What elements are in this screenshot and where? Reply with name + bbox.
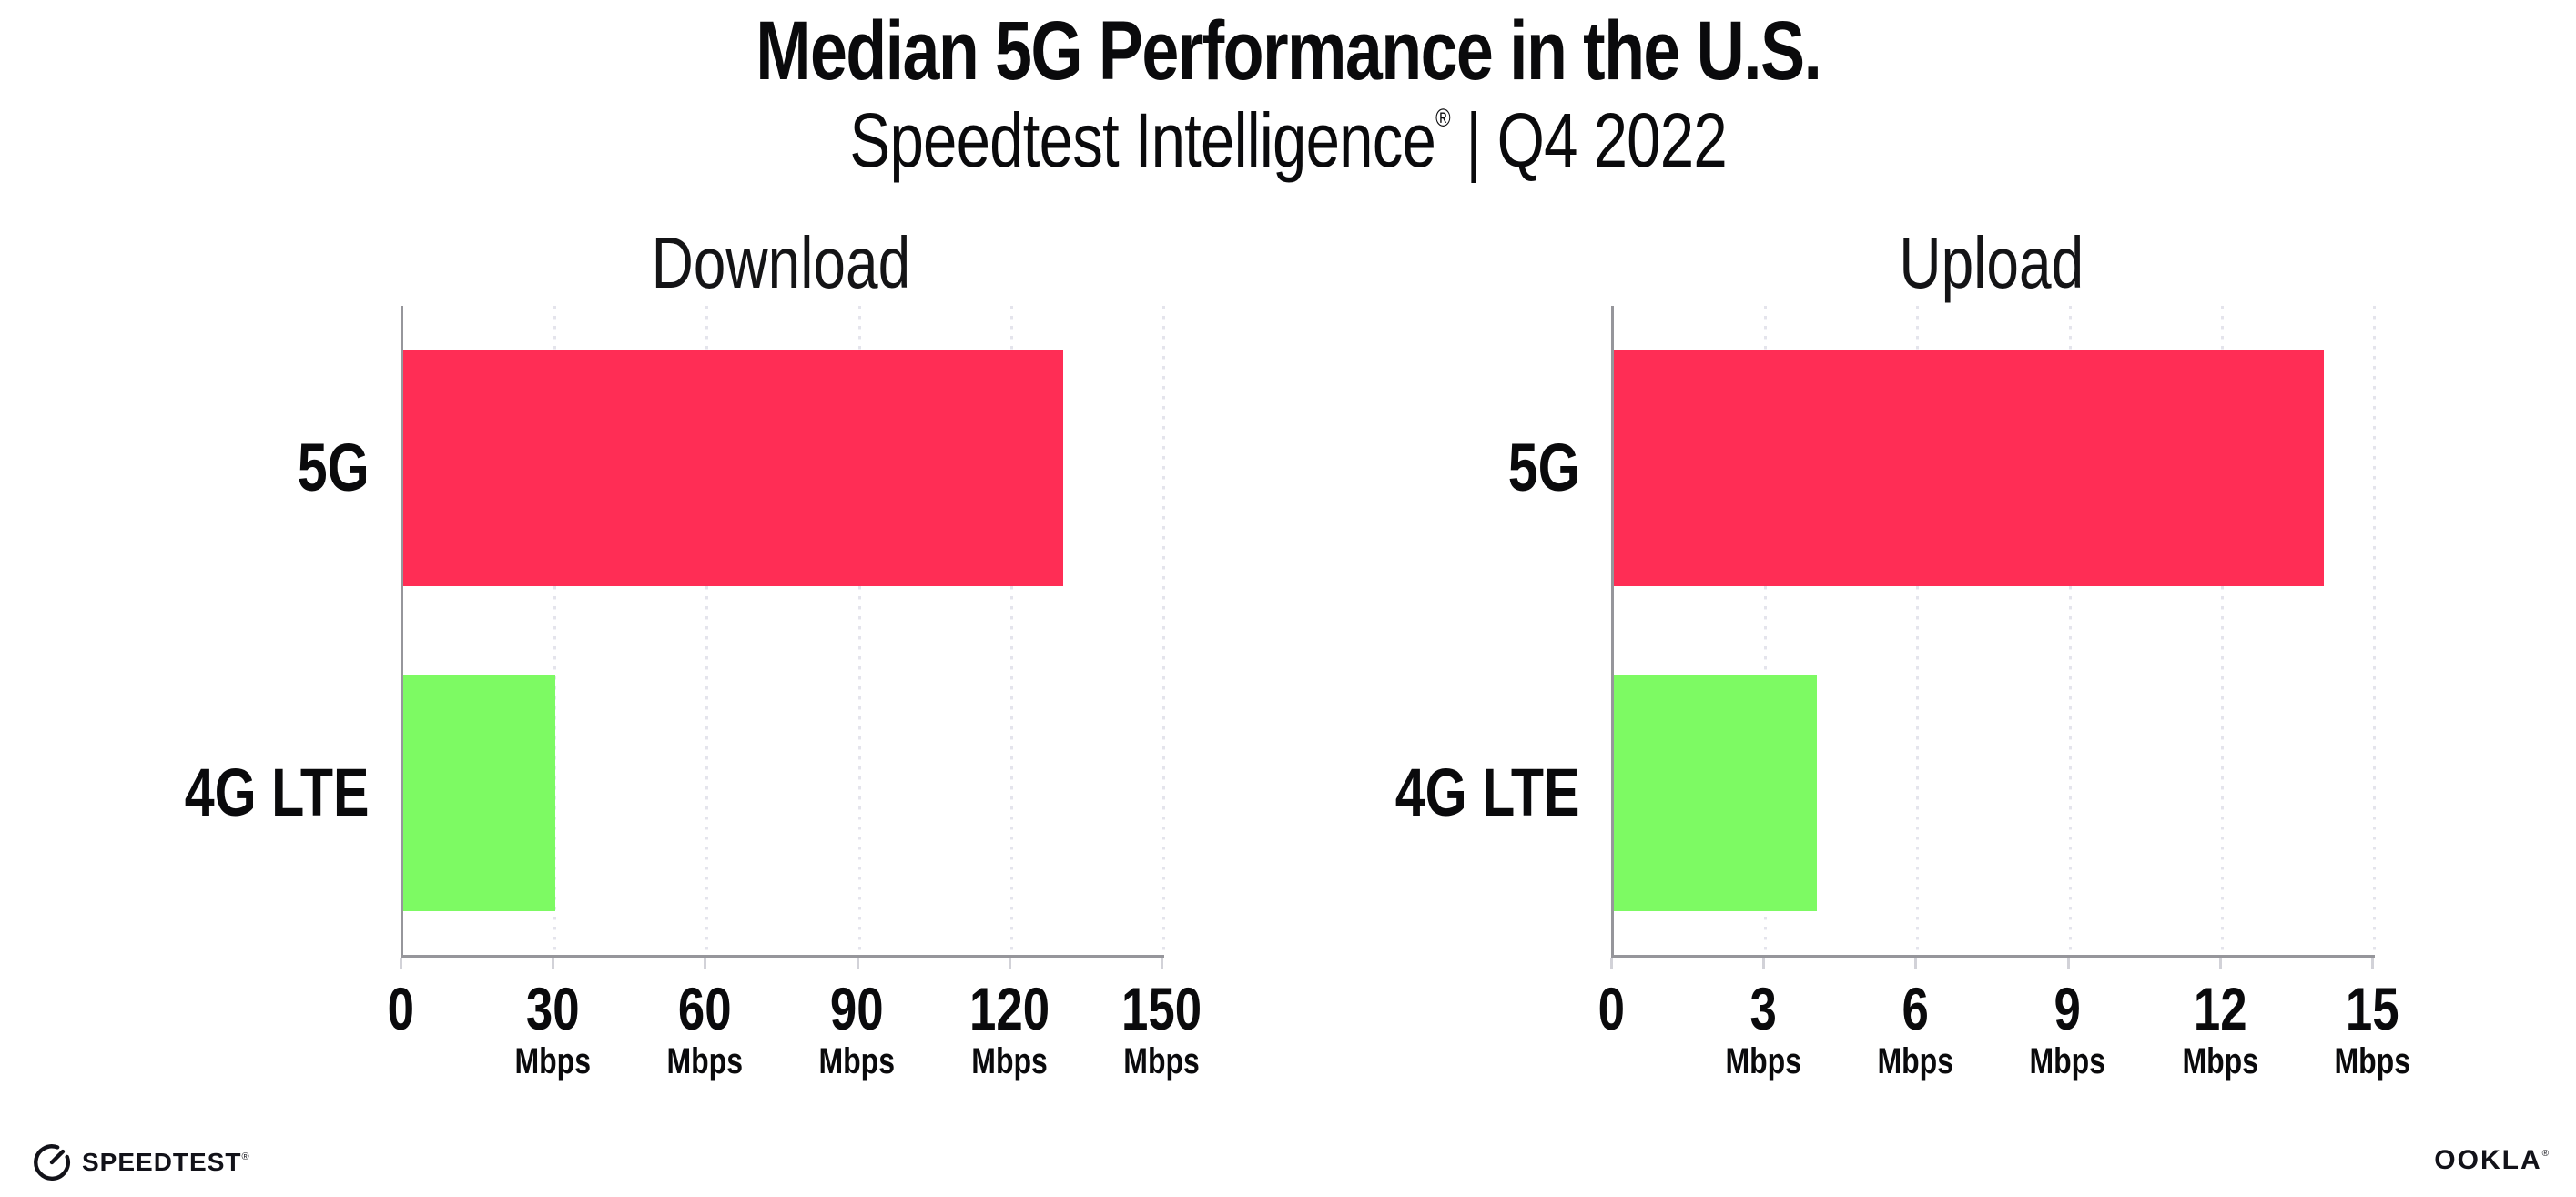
gridline	[1764, 306, 1768, 955]
axis-tick-mark	[2371, 958, 2374, 969]
x-tick-unit: Mbps	[1877, 1041, 1954, 1081]
x-tick: 15 Mbps	[2254, 978, 2490, 1081]
x-axis: 0 3 Mbps 6 Mbps 9 Mbps 12 Mbps 15 Mbps	[1298, 978, 2527, 1132]
page-title: Median 5G Performance in the U.S.	[0, 5, 2576, 96]
gridline	[1009, 306, 1013, 955]
x-tick: 6 Mbps	[1797, 978, 2033, 1081]
gridline	[1916, 306, 1920, 955]
chart-title-text: Download	[651, 222, 911, 303]
axis-tick-mark	[2218, 958, 2222, 969]
chart-title: Download	[401, 224, 1161, 302]
speedtest-wordmark: SPEEDTEST®	[82, 1148, 250, 1176]
x-tick-unit: Mbps	[2029, 1041, 2106, 1081]
x-tick-unit: Mbps	[2182, 1041, 2258, 1081]
axis-tick-mark	[704, 958, 707, 969]
x-tick: 9 Mbps	[1950, 978, 2186, 1081]
x-tick: 0	[282, 978, 519, 1040]
bar-5g-upload	[1614, 350, 2325, 586]
gridline	[705, 306, 709, 955]
x-tick-value: 3	[1749, 975, 1777, 1042]
x-tick-unit: Mbps	[514, 1041, 591, 1081]
axis-tick-mark	[400, 958, 402, 969]
gridline	[1162, 306, 1165, 955]
x-tick-unit: Mbps	[818, 1041, 896, 1081]
speedtest-registered-mark: ®	[241, 1151, 250, 1162]
category-label-4g-lte: 4G LTE	[1395, 755, 1580, 830]
x-tick-unit: Mbps	[1725, 1041, 1801, 1081]
x-tick: 3 Mbps	[1645, 978, 1881, 1081]
plot-area	[1611, 306, 2376, 958]
axis-tick-mark	[2066, 958, 2070, 969]
speedtest-gauge-icon	[34, 1144, 70, 1181]
x-tick-value: 150	[1121, 975, 1202, 1042]
gridline	[2068, 306, 2072, 955]
gridline	[2220, 306, 2224, 955]
plot-area	[401, 306, 1165, 958]
axis-tick-mark	[1161, 958, 1163, 969]
category-label-5g: 5G	[1508, 430, 1580, 505]
x-tick-value: 0	[1597, 975, 1625, 1042]
x-tick: 150 Mbps	[1043, 978, 1280, 1081]
gridline	[857, 306, 861, 955]
x-tick-value: 0	[387, 975, 414, 1042]
x-tick-value: 120	[969, 975, 1050, 1042]
axis-tick-mark	[1914, 958, 1918, 969]
gridline	[2373, 306, 2376, 955]
page-title-text: Median 5G Performance in the U.S.	[755, 5, 1822, 97]
x-tick-unit: Mbps	[666, 1041, 744, 1081]
x-tick-value: 90	[830, 975, 884, 1042]
x-tick-value: 12	[2193, 975, 2247, 1042]
x-tick-value: 9	[2054, 975, 2082, 1042]
x-tick-value: 30	[525, 975, 580, 1042]
speedtest-logo: SPEEDTEST®	[31, 1141, 250, 1183]
chart-title-text: Upload	[1899, 222, 2084, 303]
x-axis: 0 30 Mbps 60 Mbps 90 Mbps 120 Mbps 150 Mbps	[87, 978, 1316, 1132]
axis-tick-mark	[1008, 958, 1011, 969]
subtitle-separator: |	[1465, 97, 1481, 183]
x-tick-unit: Mbps	[971, 1041, 1048, 1081]
ookla-wordmark: OOKLA®	[2434, 1145, 2551, 1175]
x-tick: 12 Mbps	[2102, 978, 2338, 1081]
category-label-4g-lte: 4G LTE	[185, 755, 370, 830]
x-tick: 30 Mbps	[434, 978, 671, 1081]
x-tick: 90 Mbps	[739, 978, 976, 1081]
axis-tick-mark	[1610, 958, 1613, 969]
subtitle-period: Q4 2022	[1496, 97, 1728, 183]
category-label-5g: 5G	[298, 430, 370, 505]
page-subtitle: Speedtest Intelligence® | Q4 2022	[0, 96, 2576, 202]
x-tick-unit: Mbps	[2334, 1041, 2410, 1081]
chart-download: Download 5G 4G LTE 0 30 Mbps 60 Mbps 90 Mbps 120…	[87, 215, 1316, 1134]
gridline	[553, 306, 557, 955]
x-tick: 0	[1493, 978, 1729, 1040]
x-tick-unit: Mbps	[1123, 1041, 1200, 1081]
registered-mark: ®	[1435, 104, 1450, 132]
bar-4g-lte-upload	[1614, 675, 1817, 911]
ookla-registered-mark: ®	[2541, 1149, 2551, 1159]
bar-5g-download	[403, 350, 1063, 586]
axis-tick-mark	[1762, 958, 1766, 969]
x-tick-value: 60	[678, 975, 732, 1042]
x-tick: 120 Mbps	[891, 978, 1128, 1081]
bar-4g-lte-download	[403, 675, 556, 911]
x-tick: 60 Mbps	[586, 978, 823, 1081]
axis-tick-mark	[552, 958, 555, 969]
chart-upload: Upload 5G 4G LTE 0 3 Mbps 6 Mbps 9 Mbps 12 Mbps 15…	[1298, 215, 2527, 1134]
x-tick-value: 6	[1902, 975, 1930, 1042]
axis-tick-mark	[856, 958, 859, 969]
subtitle-brand: Speedtest Intelligence	[849, 97, 1435, 183]
x-tick-value: 15	[2345, 975, 2399, 1042]
chart-title: Upload	[1611, 224, 2372, 302]
